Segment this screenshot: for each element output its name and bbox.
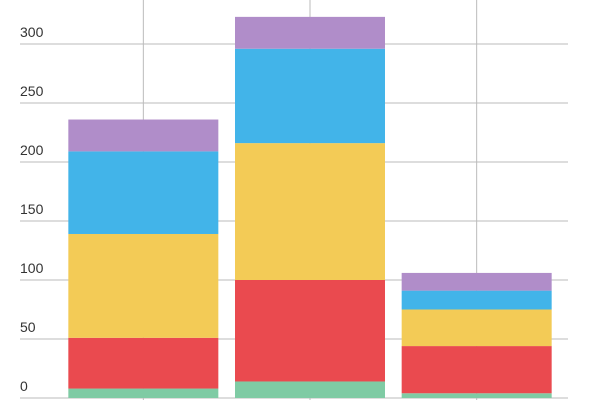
bar-segment (68, 233, 219, 338)
y-tick-label: 300 (20, 24, 44, 40)
bar-segment (68, 151, 219, 234)
bar-segment (401, 346, 552, 394)
bar-segment (235, 280, 385, 382)
bar-segment (401, 290, 552, 310)
y-tick-label: 50 (20, 319, 36, 335)
bar-segment (235, 381, 385, 398)
bar-segment (68, 337, 219, 389)
y-tick-label: 100 (20, 260, 44, 276)
bar-segment (235, 48, 385, 144)
y-tick-label: 250 (20, 83, 44, 99)
bar-segment (401, 393, 552, 398)
bar-segment (401, 272, 552, 291)
y-tick-label: 200 (20, 142, 44, 158)
bar-segment (401, 309, 552, 347)
bar-segment (68, 119, 219, 152)
bar-segment (68, 388, 219, 398)
bar-segment (235, 16, 385, 49)
bar-segment (235, 143, 385, 280)
y-tick-label: 150 (20, 201, 44, 217)
y-tick-label: 0 (20, 378, 28, 394)
